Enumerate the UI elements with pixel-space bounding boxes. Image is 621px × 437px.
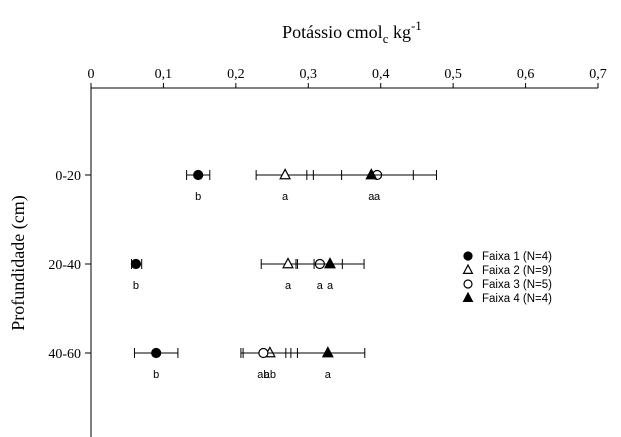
significance-letter: a	[285, 280, 292, 292]
significance-letter: b	[195, 191, 201, 203]
legend-label: Faixa 4 (N=4)	[482, 293, 552, 305]
legend-marker	[462, 263, 474, 274]
chart-title-unit: kg	[388, 22, 411, 42]
significance-letter: b	[133, 280, 139, 292]
legend-label: Faixa 3 (N=5)	[482, 279, 552, 291]
data-point	[279, 168, 292, 180]
x-tick-label: 0,7	[589, 67, 607, 82]
legend-marker	[462, 291, 474, 302]
data-point	[130, 258, 142, 270]
significance-letter: a	[317, 280, 324, 292]
data-point	[324, 257, 336, 269]
significance-letter: a	[368, 191, 375, 203]
y-tick-label: 0-20	[55, 169, 81, 184]
legend-item: Faixa 4 (N=4)	[462, 291, 552, 305]
y-tick-label: 40-60	[48, 347, 81, 362]
axes: 0 0,1 0,2 0,3 0,4 0,5 0,6 0,7 0-20 20-40 40-60	[48, 67, 607, 437]
significance-letter: ab	[257, 369, 269, 381]
chart-title: Potássio cmolc kg-1	[282, 18, 422, 46]
series-1: b b b	[130, 169, 211, 381]
series-4: aaa	[290, 168, 437, 381]
legend-item: Faixa 1 (N=4)	[463, 251, 552, 263]
legend: Faixa 1 (N=4) Faixa 2 (N=9) Faixa 3 (N=5) F…	[462, 251, 552, 305]
data-point	[365, 168, 378, 180]
chart-title-superscript: -1	[411, 18, 422, 33]
x-tick-label: 0,1	[155, 67, 173, 82]
legend-item: Faixa 3 (N=5)	[463, 279, 552, 291]
significance-letter: ab	[264, 369, 276, 381]
significance-letter: a	[327, 280, 334, 292]
x-tick-label: 0,6	[517, 67, 535, 82]
significance-letter: b	[153, 369, 159, 381]
data-point	[258, 347, 269, 359]
data-point	[282, 257, 294, 269]
legend-marker	[463, 251, 473, 261]
legend-label: Faixa 1 (N=4)	[482, 251, 552, 263]
significance-letter: a	[282, 191, 289, 203]
chart-title-subscript: c	[383, 31, 389, 46]
series-2: a a ab	[242, 168, 315, 381]
x-tick-label: 0,5	[444, 67, 462, 82]
x-tick-label: 0,3	[300, 67, 318, 82]
data-point	[193, 169, 204, 181]
data-point	[321, 346, 334, 358]
legend-item: Faixa 2 (N=9)	[462, 263, 552, 277]
x-tick-label: 0	[88, 67, 95, 82]
legend-marker	[463, 279, 473, 289]
significance-letter: a	[325, 369, 332, 381]
data-point	[151, 347, 162, 359]
y-tick-label: 20-40	[48, 258, 81, 273]
chart-title-main: Potássio cmol	[282, 22, 383, 42]
legend-label: Faixa 2 (N=9)	[482, 265, 552, 277]
x-tick-label: 0,2	[227, 67, 245, 82]
y-axis-label: Profundidade (cm)	[8, 195, 29, 330]
x-tick-label: 0,4	[372, 67, 390, 82]
significance-letter: a	[374, 191, 381, 203]
